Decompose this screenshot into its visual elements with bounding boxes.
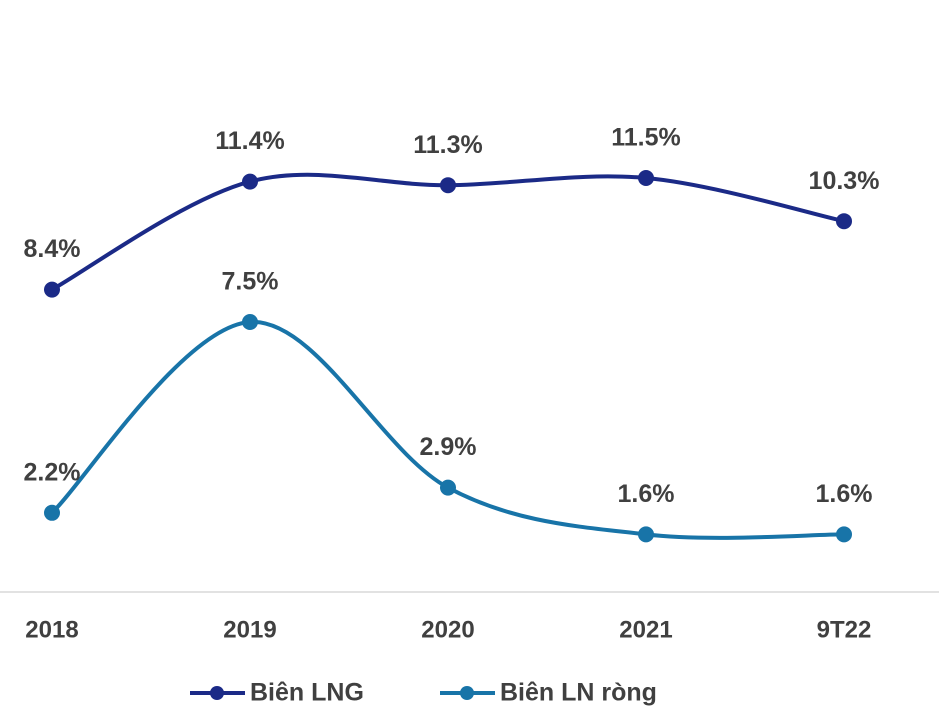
point — [638, 526, 654, 543]
data-label: 2.2% — [24, 458, 81, 486]
point — [440, 177, 456, 194]
data-label: 7.5% — [222, 268, 279, 296]
legend-marker — [210, 686, 224, 700]
data-label: 1.6% — [816, 480, 873, 508]
x-tick-label: 2018 — [25, 616, 78, 643]
data-label: 11.5% — [611, 124, 681, 152]
x-tick-label: 9T22 — [817, 616, 872, 643]
legend-label: Biên LN ròng — [500, 679, 657, 707]
data-label: 11.3% — [413, 131, 483, 159]
point — [836, 213, 852, 230]
point — [44, 281, 60, 298]
data-label: 10.3% — [809, 167, 880, 195]
data-label: 1.6% — [618, 480, 675, 508]
data-label: 2.9% — [420, 433, 477, 461]
legend-marker — [460, 686, 474, 700]
point — [638, 170, 654, 186]
point — [836, 526, 852, 543]
data-label: 11.4% — [215, 127, 285, 155]
x-tick-label: 2020 — [421, 616, 474, 643]
data-label: 8.4% — [24, 235, 81, 263]
point — [44, 504, 60, 521]
x-tick-label: 2021 — [619, 616, 672, 643]
series-line — [50, 319, 845, 540]
point — [242, 314, 258, 330]
legend-label: Biên LNG — [250, 679, 364, 707]
point — [440, 479, 456, 496]
x-tick-label: 2019 — [223, 616, 276, 643]
point — [242, 173, 258, 190]
